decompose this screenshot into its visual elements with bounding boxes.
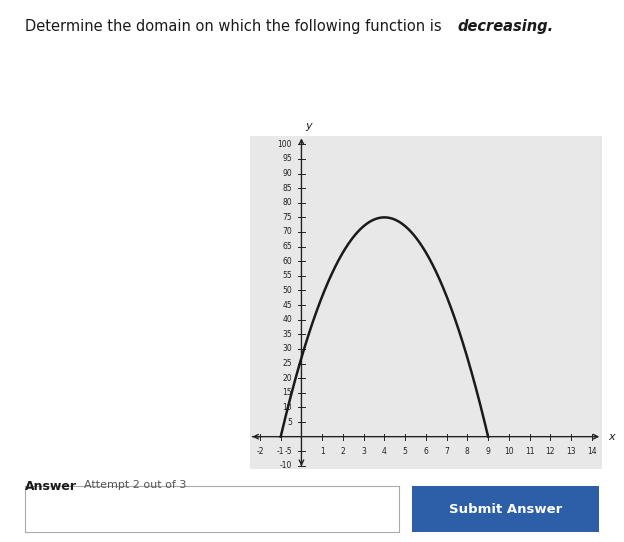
Text: 6: 6 <box>424 447 428 456</box>
Text: 70: 70 <box>283 228 292 236</box>
Text: Answer: Answer <box>25 480 77 493</box>
Text: 50: 50 <box>283 286 292 295</box>
Text: 8: 8 <box>465 447 470 456</box>
Text: 55: 55 <box>283 272 292 280</box>
Text: 10: 10 <box>504 447 514 456</box>
Text: -10: -10 <box>280 461 292 470</box>
Text: 5: 5 <box>287 417 292 427</box>
Text: decreasing.: decreasing. <box>457 19 553 34</box>
Text: 60: 60 <box>283 257 292 266</box>
Text: 1: 1 <box>320 447 324 456</box>
Text: 40: 40 <box>283 315 292 324</box>
Text: 3: 3 <box>361 447 366 456</box>
Text: 30: 30 <box>283 345 292 353</box>
Text: 20: 20 <box>283 373 292 383</box>
Text: x: x <box>608 431 615 442</box>
Text: -2: -2 <box>256 447 264 456</box>
Text: 15: 15 <box>283 388 292 397</box>
Text: 13: 13 <box>566 447 576 456</box>
Text: 95: 95 <box>283 154 292 163</box>
Text: 75: 75 <box>283 213 292 222</box>
Text: 10: 10 <box>283 403 292 412</box>
Text: -1: -1 <box>277 447 285 456</box>
Text: Attempt 2 out of 3: Attempt 2 out of 3 <box>84 480 187 489</box>
Text: 2: 2 <box>341 447 345 456</box>
Text: y: y <box>305 121 312 131</box>
Text: 90: 90 <box>283 169 292 178</box>
Text: Submit Answer: Submit Answer <box>449 503 562 515</box>
Text: 35: 35 <box>283 330 292 339</box>
Text: 85: 85 <box>283 184 292 192</box>
Text: 7: 7 <box>444 447 449 456</box>
Text: 4: 4 <box>382 447 387 456</box>
Text: 12: 12 <box>545 447 555 456</box>
Text: 9: 9 <box>485 447 490 456</box>
Text: 45: 45 <box>283 301 292 309</box>
Text: 14: 14 <box>587 447 597 456</box>
Text: 65: 65 <box>283 242 292 251</box>
Text: 100: 100 <box>278 140 292 149</box>
Text: 11: 11 <box>525 447 534 456</box>
Text: 5: 5 <box>402 447 407 456</box>
Text: Determine the domain on which the following function is: Determine the domain on which the follow… <box>25 19 446 34</box>
Text: 80: 80 <box>283 198 292 207</box>
Text: -5: -5 <box>285 447 292 456</box>
Text: 25: 25 <box>283 359 292 368</box>
